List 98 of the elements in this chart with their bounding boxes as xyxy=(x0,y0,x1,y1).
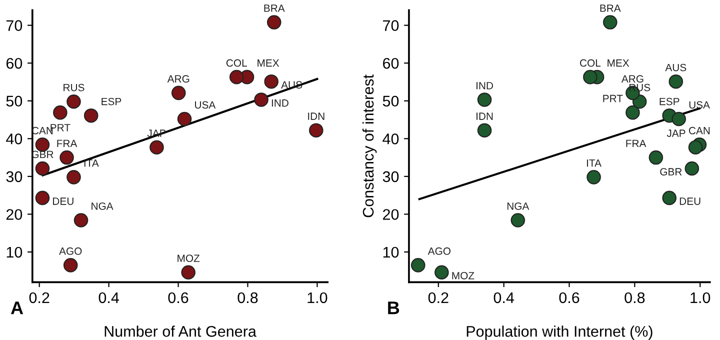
point xyxy=(410,258,426,272)
annotation: FRA xyxy=(626,140,646,148)
x-tick-label: 0.4 xyxy=(98,292,119,304)
annotation: GBR xyxy=(660,168,682,176)
point xyxy=(626,105,640,120)
point xyxy=(66,170,81,184)
point xyxy=(177,112,192,126)
y-tick-label: 30 xyxy=(6,171,22,182)
point xyxy=(35,161,50,176)
annotation: IND xyxy=(476,82,493,90)
annotation: ARG xyxy=(167,75,190,83)
point xyxy=(603,15,618,30)
annotation: ITA xyxy=(587,160,602,167)
point xyxy=(308,123,324,138)
point xyxy=(477,123,492,138)
text: B xyxy=(388,302,400,314)
annotation: DEU xyxy=(53,198,74,205)
annotation: AUS xyxy=(281,81,302,89)
y-tick-label: 30 xyxy=(382,171,399,182)
annotation: IDN xyxy=(308,112,324,120)
y-axis-title: Constancy of interest xyxy=(362,74,377,218)
point xyxy=(586,170,601,184)
point xyxy=(35,190,50,206)
annotation: PRT xyxy=(50,124,70,132)
annotation: MOZ xyxy=(452,272,474,280)
y-tick-label: 10 xyxy=(6,246,22,258)
y-tick-label: 20 xyxy=(6,209,22,220)
annotation: COL xyxy=(580,59,601,67)
point xyxy=(684,161,700,176)
annotation: IND xyxy=(272,99,288,107)
annotation: COL xyxy=(226,59,247,67)
x-tick-label: 0.6 xyxy=(559,292,580,304)
text: A xyxy=(10,302,24,314)
x-tick-label: 0.8 xyxy=(238,292,258,304)
point xyxy=(434,265,449,280)
annotation: NGA xyxy=(507,202,530,210)
annotation: MOZ xyxy=(178,254,200,262)
y-tick-label: 10 xyxy=(383,246,399,258)
y-tick-label: 60 xyxy=(6,58,22,69)
annotation: ITA xyxy=(84,160,99,167)
point xyxy=(662,190,676,206)
x-tick-label: 0.8 xyxy=(624,292,645,304)
annotation: PRT xyxy=(603,94,623,102)
point xyxy=(229,70,244,84)
y-tick-label: 50 xyxy=(382,96,399,107)
x-tick-label: 0.2 xyxy=(428,292,448,304)
y-tick-label: 40 xyxy=(6,134,22,144)
annotation: AGO xyxy=(428,247,450,255)
annotation: MEX xyxy=(608,59,630,67)
annotation: RUS xyxy=(64,84,84,92)
point xyxy=(254,92,268,107)
annotation: USA xyxy=(689,101,710,109)
point xyxy=(84,108,98,123)
point xyxy=(171,86,186,100)
point xyxy=(477,92,492,107)
annotation: NGA xyxy=(92,202,114,210)
x-tick-label: 1.0 xyxy=(690,292,710,304)
y-tick-label: 70 xyxy=(383,20,399,31)
point xyxy=(150,140,164,154)
annotation: JAP xyxy=(666,130,686,137)
annotation: ESP xyxy=(660,98,680,106)
point xyxy=(266,15,282,30)
annotation: MEX xyxy=(258,59,280,67)
annotation: AGO xyxy=(59,247,82,255)
point xyxy=(74,213,88,228)
annotation: CAN xyxy=(688,126,710,134)
point xyxy=(66,94,81,109)
point xyxy=(688,140,703,154)
point xyxy=(264,74,278,89)
point xyxy=(672,112,686,126)
point xyxy=(583,70,598,84)
point xyxy=(648,150,664,165)
annotation: IDN xyxy=(476,112,493,120)
point xyxy=(53,105,68,120)
annotation: ARG xyxy=(621,75,644,83)
annotation: BRA xyxy=(600,4,621,12)
y-tick-label: 60 xyxy=(383,58,399,69)
point xyxy=(181,265,196,280)
x-tick-label: 0.6 xyxy=(168,292,188,304)
x-tick-label: 1.0 xyxy=(308,292,328,304)
annotation: AUS xyxy=(665,64,686,72)
y-tick-label: 20 xyxy=(383,209,399,220)
annotation: FRA xyxy=(57,140,78,148)
x-axis-title: Population with Internet (%) xyxy=(466,326,652,340)
y-tick-label: 70 xyxy=(6,20,22,31)
x-axis-title: Number of Ant Genera xyxy=(104,326,256,337)
point xyxy=(668,74,684,89)
y-tick-label: 50 xyxy=(6,96,22,107)
annotation: BRA xyxy=(264,4,285,12)
annotation: USA xyxy=(195,101,216,109)
point xyxy=(63,258,78,272)
x-tick-label: 0.2 xyxy=(29,292,50,304)
y-tick-label: 40 xyxy=(382,134,399,144)
point xyxy=(60,150,74,165)
annotation: DEU xyxy=(680,198,700,205)
point xyxy=(510,213,526,228)
annotation: ESP xyxy=(102,98,122,106)
x-tick-label: 0.4 xyxy=(494,292,514,304)
